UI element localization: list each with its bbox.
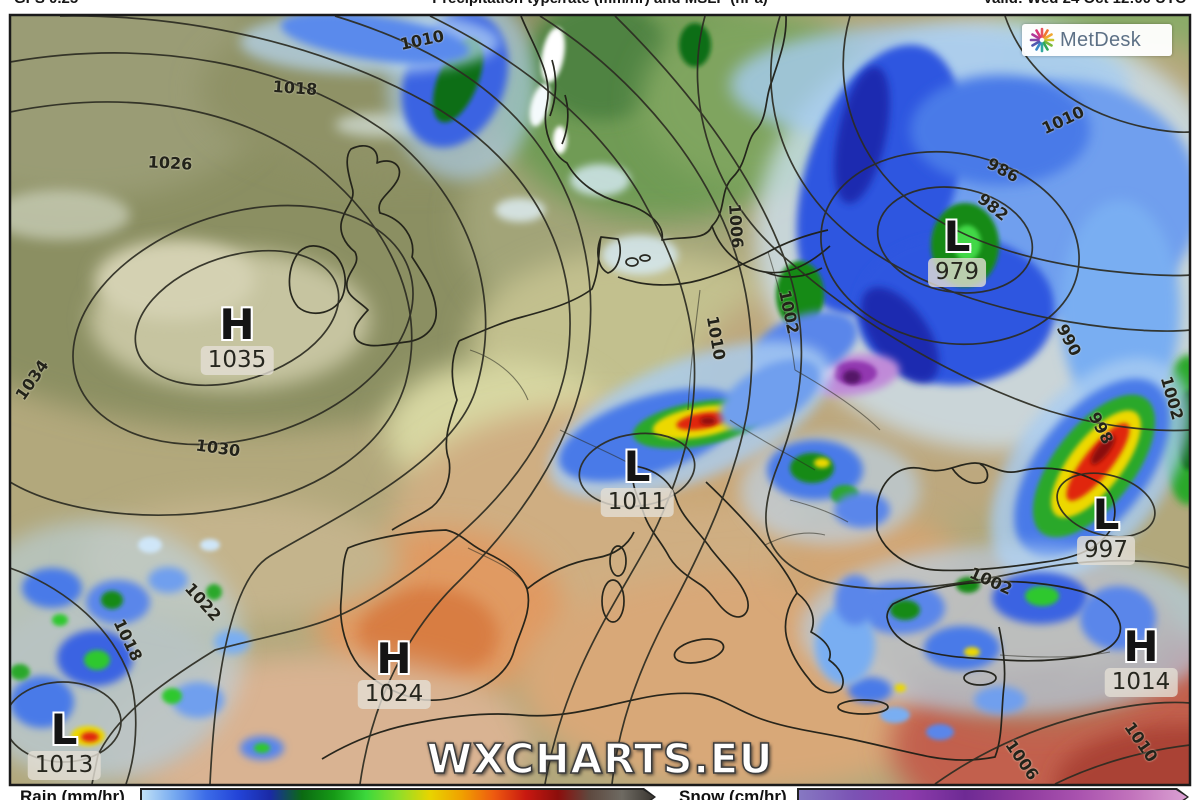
snow-colorbar	[797, 788, 1189, 800]
rain-legend-label: Rain (mm/hr)	[20, 787, 125, 800]
snow-colorbar-gradient	[799, 790, 1187, 800]
rain-colorbar-gradient	[142, 790, 654, 800]
wxcharts-watermark: WXCHARTS.EU	[426, 734, 774, 784]
metdesk-starburst-icon	[1029, 27, 1055, 53]
model-label: GFS 0.25	[14, 0, 78, 7]
rain-colorbar	[140, 788, 656, 800]
isobars	[10, 15, 1190, 785]
country-borders	[467, 251, 1111, 658]
coastlines	[288, 15, 1122, 761]
metdesk-logo-text: MetDesk	[1060, 28, 1142, 51]
chart-title: Precipitation type/rate (mm/hr) and MSLP…	[432, 0, 768, 7]
metdesk-logo: MetDesk	[1022, 24, 1172, 56]
snow-legend-label: Snow (cm/hr)	[679, 787, 787, 800]
valid-time-label: Valid: Wed 24 Oct 12:00 UTC	[983, 0, 1186, 7]
map-border	[8, 13, 1192, 787]
